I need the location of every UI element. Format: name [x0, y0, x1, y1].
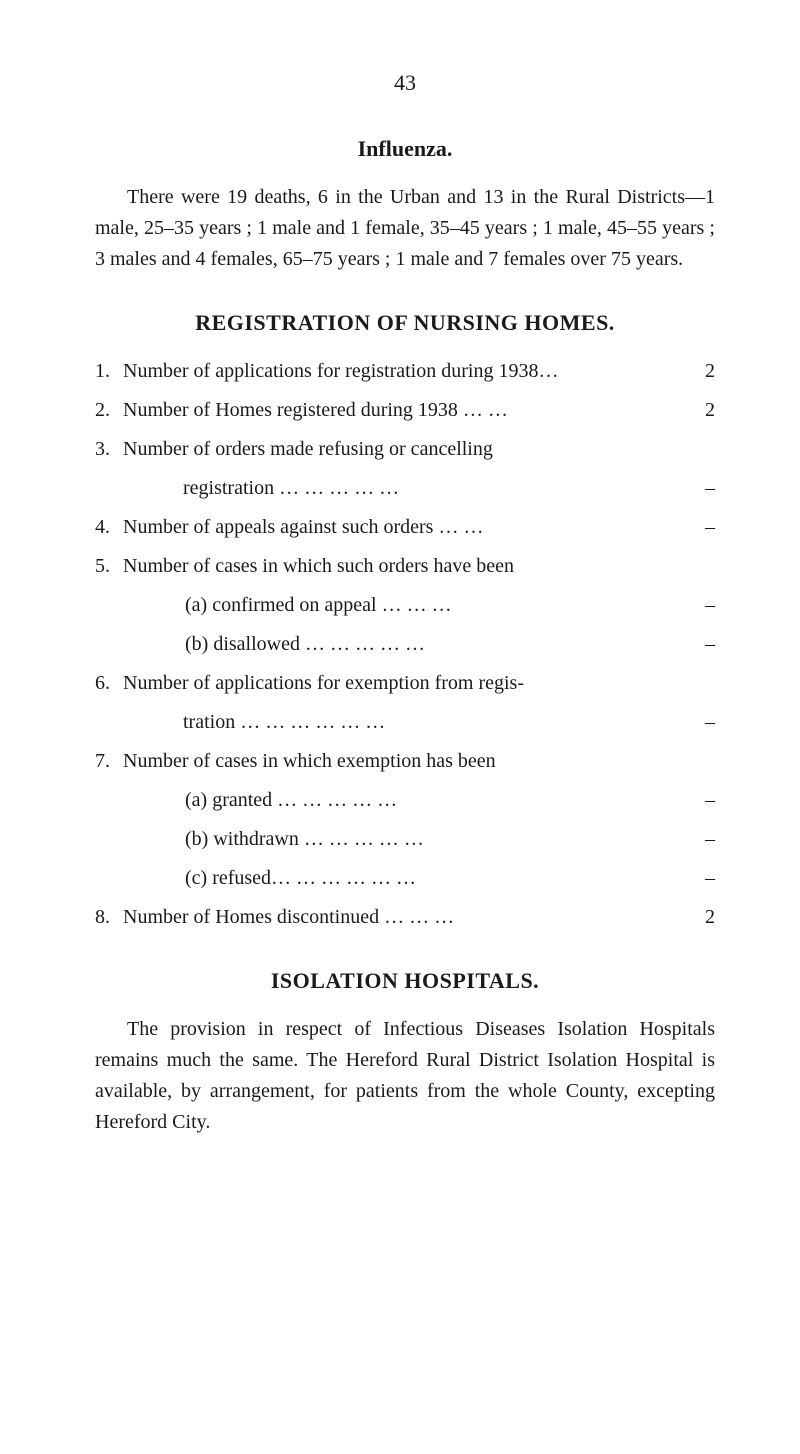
list-text: Number of applications for registration … — [123, 356, 685, 387]
list-item: tration … … … … … … – — [95, 707, 715, 738]
list-number: 1. — [95, 356, 123, 387]
sub-text: (b) disallowed … … … … … — [185, 629, 685, 660]
list-number: 8. — [95, 902, 123, 933]
list-item: 2. Number of Homes registered during 193… — [95, 395, 715, 426]
list-value: – — [685, 590, 715, 621]
list-number: 3. — [95, 434, 123, 465]
nursing-homes-heading: REGISTRATION OF NURSING HOMES. — [95, 310, 715, 336]
page-number: 43 — [95, 70, 715, 96]
list-item: 3. Number of orders made refusing or can… — [95, 434, 715, 465]
list-value: – — [685, 707, 715, 738]
list-item: 8. Number of Homes discontinued … … … 2 — [95, 902, 715, 933]
influenza-heading: Influenza. — [95, 136, 715, 162]
list-item: registration … … … … … – — [95, 473, 715, 504]
list-number: 7. — [95, 746, 123, 777]
influenza-paragraph: There were 19 deaths, 6 in the Urban and… — [95, 182, 715, 275]
list-value: 2 — [685, 902, 715, 933]
isolation-heading: ISOLATION HOSPITALS. — [95, 968, 715, 994]
sub-item: (b) withdrawn … … … … … – — [95, 824, 715, 855]
sub-item: (c) refused… … … … … … – — [95, 863, 715, 894]
list-number: 5. — [95, 551, 123, 582]
list-item: 5. Number of cases in which such orders … — [95, 551, 715, 582]
list-number: 6. — [95, 668, 123, 699]
list-item: 4. Number of appeals against such orders… — [95, 512, 715, 543]
sub-text: (c) refused… … … … … … — [185, 863, 685, 894]
list-item: 7. Number of cases in which exemption ha… — [95, 746, 715, 777]
sub-item: (a) confirmed on appeal … … … – — [95, 590, 715, 621]
sub-item: (a) granted … … … … … – — [95, 785, 715, 816]
list-text: Number of Homes discontinued … … … — [123, 902, 685, 933]
list-value: – — [685, 785, 715, 816]
list-value: – — [685, 863, 715, 894]
sub-text: (a) confirmed on appeal … … … — [185, 590, 685, 621]
list-number: 2. — [95, 395, 123, 426]
list-text: Number of orders made refusing or cancel… — [123, 434, 685, 465]
list-text: Number of applications for exemption fro… — [123, 668, 685, 699]
list-text: Number of appeals against such orders … … — [123, 512, 685, 543]
list-value: – — [685, 629, 715, 660]
sub-item: (b) disallowed … … … … … – — [95, 629, 715, 660]
list-value: – — [685, 512, 715, 543]
list-text: Number of cases in which exemption has b… — [123, 746, 685, 777]
sub-text: (b) withdrawn … … … … … — [185, 824, 685, 855]
isolation-paragraph: The provision in respect of Infectious D… — [95, 1014, 715, 1138]
list-value: 2 — [685, 356, 715, 387]
list-item: 6. Number of applications for exemption … — [95, 668, 715, 699]
list-value: 2 — [685, 395, 715, 426]
list-number: 4. — [95, 512, 123, 543]
list-text: Number of Homes registered during 1938 …… — [123, 395, 685, 426]
list-text: Number of cases in which such orders hav… — [123, 551, 685, 582]
list-text: tration … … … … … … — [123, 707, 685, 738]
list-item: 1. Number of applications for registrati… — [95, 356, 715, 387]
sub-text: (a) granted … … … … … — [185, 785, 685, 816]
list-text: registration … … … … … — [123, 473, 685, 504]
list-value: – — [685, 473, 715, 504]
list-value: – — [685, 824, 715, 855]
